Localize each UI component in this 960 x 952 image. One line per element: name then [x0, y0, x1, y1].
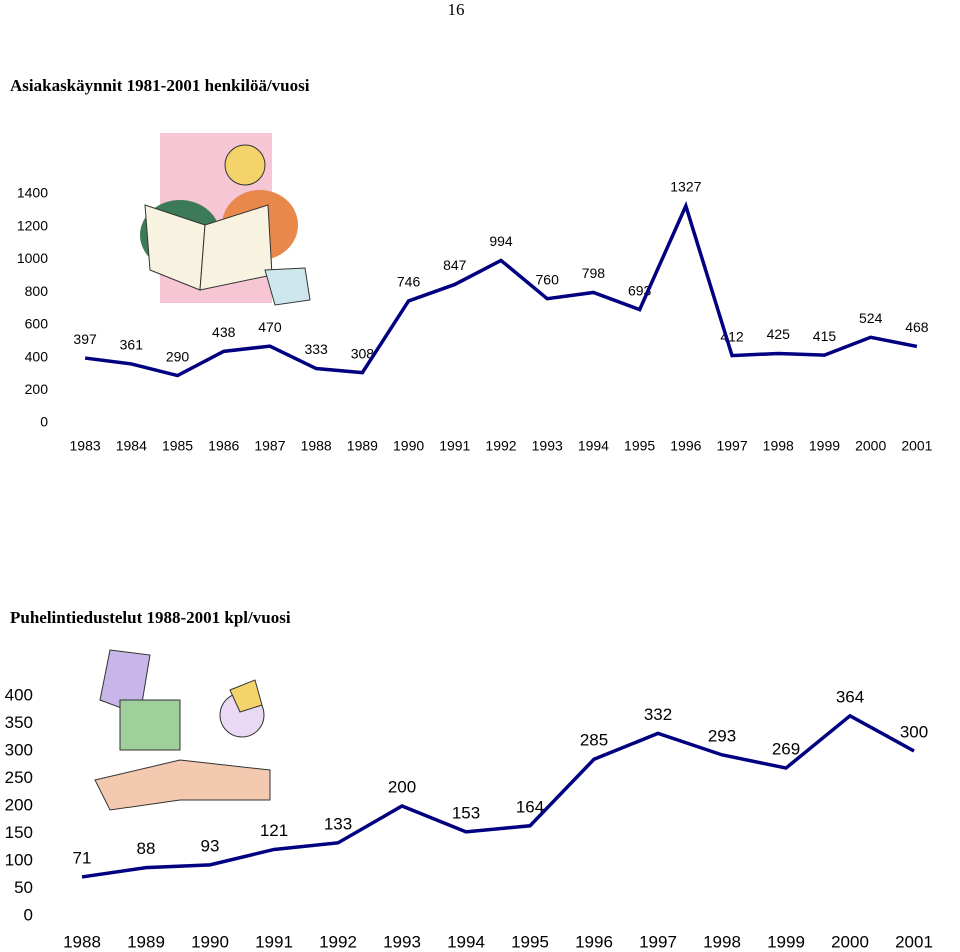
y-tick-label: 100 [5, 850, 33, 869]
y-tick-label: 0 [40, 414, 48, 430]
x-tick-label: 1986 [208, 438, 239, 454]
x-tick-label: 1992 [319, 932, 357, 951]
x-tick-label: 1996 [575, 932, 613, 951]
y-tick-label: 150 [5, 823, 33, 842]
x-tick-label: 1988 [301, 438, 332, 454]
y-tick-label: 250 [5, 768, 33, 787]
x-tick-label: 1997 [639, 932, 677, 951]
y-tick-label: 1400 [17, 185, 48, 201]
data-line [84, 200, 918, 378]
x-tick-label: 1984 [116, 438, 147, 454]
y-tick-label: 0 [24, 905, 33, 924]
data-label: 760 [536, 271, 560, 287]
x-tick-label: 1988 [63, 932, 101, 951]
x-tick-label: 1987 [254, 438, 285, 454]
data-label: 308 [351, 345, 375, 361]
chart-title: Puhelintiedustelut 1988-2001 kpl/vuosi [10, 608, 291, 627]
y-tick-label: 200 [25, 381, 49, 397]
data-label: 332 [644, 705, 672, 724]
x-tick-label: 2001 [895, 932, 933, 951]
data-label: 470 [258, 319, 282, 335]
data-label: 290 [166, 348, 190, 364]
y-tick-label: 400 [5, 685, 33, 704]
data-label: 1327 [670, 179, 701, 195]
data-line [81, 713, 915, 879]
x-tick-label: 1995 [624, 438, 655, 454]
x-tick-label: 1999 [809, 438, 840, 454]
data-label: 746 [397, 274, 421, 290]
data-label: 994 [489, 233, 513, 249]
x-tick-label: 1990 [191, 932, 229, 951]
y-tick-label: 1200 [17, 217, 48, 233]
x-tick-label: 1989 [127, 932, 165, 951]
data-label: 285 [580, 731, 608, 750]
x-tick-label: 1985 [162, 438, 193, 454]
x-tick-label: 1991 [439, 438, 470, 454]
x-tick-label: 1991 [255, 932, 293, 951]
clip-art [94, 649, 271, 811]
clip-art [140, 133, 311, 306]
x-tick-label: 1994 [447, 932, 485, 951]
data-label: 121 [260, 821, 288, 840]
data-label: 300 [900, 722, 928, 741]
x-tick-label: 1998 [703, 932, 741, 951]
x-tick-label: 1999 [767, 932, 805, 951]
data-label: 798 [582, 265, 606, 281]
data-label: 71 [73, 848, 92, 867]
x-tick-label: 1996 [670, 438, 701, 454]
y-tick-label: 200 [5, 795, 33, 814]
y-tick-label: 800 [25, 283, 49, 299]
x-tick-label: 2001 [901, 438, 932, 454]
x-tick-label: 1990 [393, 438, 424, 454]
x-tick-label: 1998 [763, 438, 794, 454]
x-tick-label: 2000 [831, 932, 869, 951]
data-label: 361 [120, 337, 144, 353]
y-tick-label: 600 [25, 316, 49, 332]
page-number: 16 [448, 0, 465, 19]
data-label: 93 [201, 836, 220, 855]
data-label: 333 [304, 341, 328, 357]
data-label: 415 [813, 328, 837, 344]
y-tick-label: 300 [5, 740, 33, 759]
data-label: 438 [212, 324, 236, 340]
data-label: 200 [388, 777, 416, 796]
data-label: 425 [767, 326, 791, 342]
x-tick-label: 1992 [485, 438, 516, 454]
data-label: 847 [443, 257, 467, 273]
data-label: 133 [324, 814, 352, 833]
data-label: 524 [859, 310, 883, 326]
x-tick-label: 1994 [578, 438, 609, 454]
y-tick-label: 1000 [17, 250, 48, 266]
data-label: 153 [452, 803, 480, 822]
x-tick-label: 1995 [511, 932, 549, 951]
y-tick-label: 400 [25, 348, 49, 364]
y-tick-label: 350 [5, 713, 33, 732]
x-tick-label: 1997 [716, 438, 747, 454]
data-label: 164 [516, 797, 544, 816]
x-tick-label: 1983 [70, 438, 101, 454]
x-tick-label: 1989 [347, 438, 378, 454]
x-tick-label: 2000 [855, 438, 886, 454]
y-tick-label: 50 [14, 878, 33, 897]
chart-title: Asiakaskäynnit 1981-2001 henkilöä/vuosi [10, 76, 310, 95]
data-label: 364 [836, 687, 864, 706]
data-label: 269 [772, 740, 800, 759]
data-label: 88 [137, 839, 156, 858]
data-label: 468 [905, 319, 929, 335]
data-label: 293 [708, 726, 736, 745]
x-tick-label: 1993 [383, 932, 421, 951]
x-tick-label: 1993 [532, 438, 563, 454]
data-label: 397 [73, 331, 97, 347]
